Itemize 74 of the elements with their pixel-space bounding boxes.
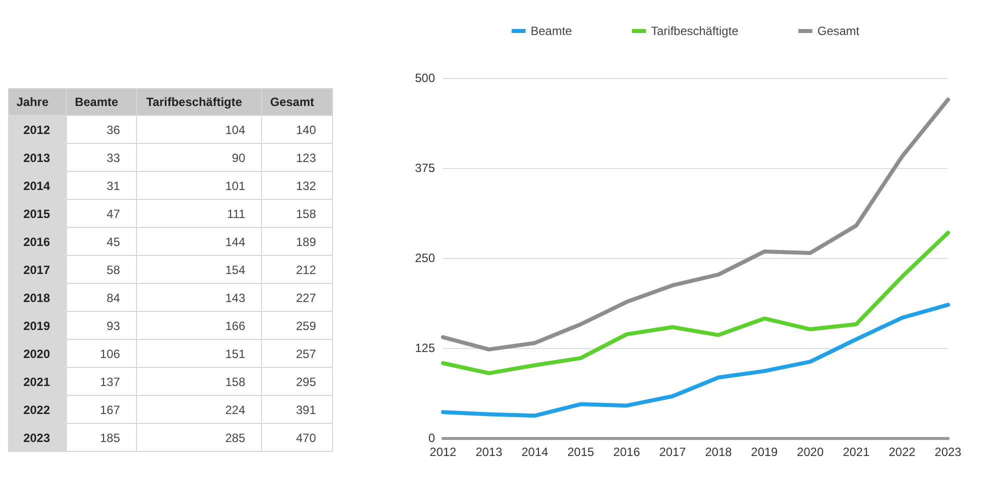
y-tick-label: 125 — [414, 341, 436, 355]
y-tick-label: 500 — [414, 71, 436, 85]
data-label: 33 — [66, 144, 136, 172]
data-label: 470 — [262, 424, 332, 452]
x-tick-label: Beamte — [66, 88, 136, 116]
data-label: 90 — [136, 144, 262, 172]
data-label: 151 — [136, 340, 262, 368]
data-label: 106 — [66, 340, 136, 368]
legend-label: Gesamt — [817, 24, 860, 38]
line-series — [441, 230, 950, 376]
legend-label: Tarifbeschäftigte — [650, 24, 739, 38]
data-label: 224 — [136, 396, 262, 424]
x-tick-label: 2013 — [476, 445, 503, 459]
y-tick-label: 2020 — [8, 340, 67, 368]
x-tick-label: 2019 — [751, 445, 778, 459]
y-tick-label: 0 — [428, 431, 436, 445]
data-label: 189 — [262, 228, 332, 256]
legend-label: Beamte — [530, 24, 572, 38]
data-label: 391 — [262, 396, 332, 424]
data-label: 285 — [136, 424, 262, 452]
x-tick-label: 2018 — [705, 445, 732, 459]
data-label: 158 — [262, 200, 332, 228]
y-tick-label: 2017 — [8, 256, 67, 284]
line-series — [441, 98, 950, 352]
y-tick-label: 2014 — [8, 172, 67, 200]
data-label: 158 — [136, 368, 262, 396]
y-tick-label: 2022 — [8, 396, 67, 424]
y-tick-label: 2013 — [8, 144, 67, 172]
y-tick-label: 250 — [414, 251, 436, 265]
x-tick-label: 2017 — [659, 445, 686, 459]
x-tick-label: 2015 — [567, 445, 594, 459]
data-label: 140 — [262, 116, 332, 144]
data-label: 104 — [136, 116, 262, 144]
data-label: 93 — [66, 312, 136, 340]
x-tick-label: 2012 — [430, 445, 457, 459]
y-tick-label: 2019 — [8, 312, 67, 340]
data-label: 259 — [262, 312, 332, 340]
data-label: 257 — [262, 340, 332, 368]
data-label: 58 — [66, 256, 136, 284]
data-label: 132 — [262, 172, 332, 200]
x-tick-label: 2014 — [521, 445, 548, 459]
data-label: 101 — [136, 172, 262, 200]
y-tick-label: 2012 — [8, 116, 67, 144]
x-tick-label: 2022 — [888, 445, 916, 459]
data-label: 166 — [136, 312, 262, 340]
data-label: 212 — [262, 256, 332, 284]
data-label: 84 — [66, 284, 136, 312]
y-axis-title: Jahre — [8, 88, 67, 116]
data-label: 154 — [136, 256, 262, 284]
data-label: 137 — [66, 368, 136, 396]
y-tick-label: 2021 — [8, 368, 67, 396]
y-tick-label: 2016 — [8, 228, 67, 256]
data-label: 31 — [66, 172, 136, 200]
data-label: 185 — [66, 424, 136, 452]
line-series — [441, 302, 950, 418]
y-tick-label: 375 — [414, 161, 436, 175]
y-tick-label: 2018 — [8, 284, 67, 312]
data-label: 167 — [66, 396, 136, 424]
data-label: 143 — [136, 284, 262, 312]
data-label: 111 — [136, 200, 262, 228]
x-tick-label: 2023 — [934, 445, 962, 459]
data-label: 227 — [262, 284, 332, 312]
x-tick-label: 2016 — [613, 445, 640, 459]
x-tick-label: Tarifbeschäftigte — [136, 88, 262, 116]
data-label: 295 — [262, 368, 332, 396]
data-label: 123 — [262, 144, 332, 172]
data-label: 144 — [136, 228, 262, 256]
data-label: 47 — [66, 200, 136, 228]
data-label: 45 — [66, 228, 136, 256]
y-tick-label: 2015 — [8, 200, 67, 228]
x-tick-label: 2021 — [842, 445, 870, 459]
x-tick-label: 2020 — [796, 445, 824, 459]
x-tick-label: Gesamt — [262, 88, 332, 116]
data-label: 36 — [66, 116, 136, 144]
